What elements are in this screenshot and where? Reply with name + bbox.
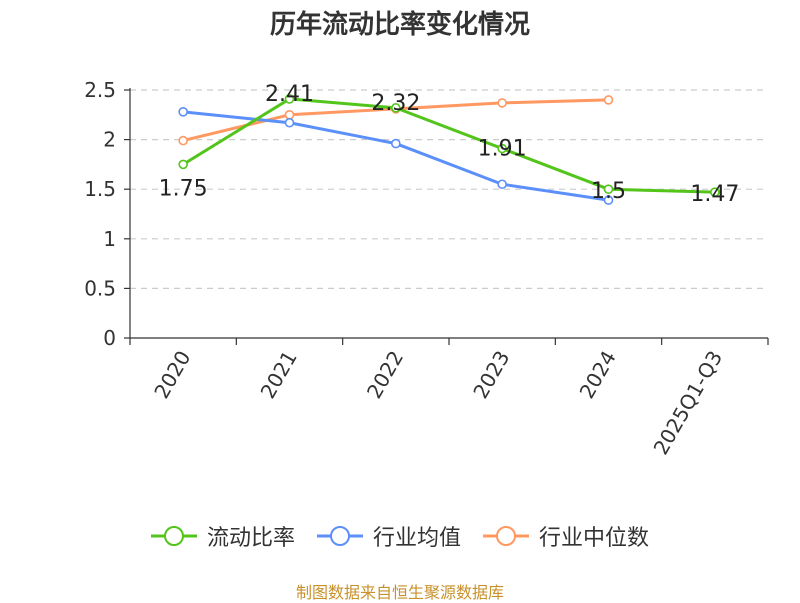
line-chart: 0 0.5 1 1.5 2 2.5 2020 2021 2022 2023 2024 2025Q1-Q…: [84, 78, 769, 459]
legend-item-industry-median[interactable]: 行业中位数: [483, 520, 649, 552]
data-point: [178, 107, 188, 117]
data-point: [497, 98, 507, 108]
data-point: [178, 135, 188, 146]
chart-title: 历年流动比率变化情况: [269, 10, 530, 40]
data-label: 2.41: [265, 82, 314, 107]
x-tick-label: 2020: [149, 347, 195, 403]
y-tick-label: 2.5: [84, 78, 116, 102]
data-label: 2.32: [371, 91, 420, 116]
data-point: [391, 138, 401, 149]
data-point: [284, 94, 295, 104]
source-note: 制图数据来自恒生聚源数据库: [295, 583, 504, 602]
data-label: 1.5: [591, 179, 626, 204]
legend-label: 流动比率: [206, 526, 295, 551]
data-point: [391, 103, 401, 113]
legend-line-icon: [150, 526, 197, 546]
data-label: 1.75: [159, 176, 208, 201]
data-point: [710, 187, 720, 197]
x-tick-label: 2025Q1-Q3: [648, 347, 727, 459]
x-tick-label: 2021: [256, 347, 302, 403]
data-label: 1.91: [478, 137, 527, 162]
series-line-0: [182, 97, 715, 194]
legend-label: 行业中位数: [539, 526, 650, 551]
y-tick-label: 0: [103, 326, 116, 350]
x-tick-label: 2022: [362, 347, 408, 403]
data-label: 1.47: [690, 182, 739, 207]
data-point: [497, 143, 507, 154]
axes: 0 0.5 1 1.5 2 2.5 2020 2021 2022 2023 2024 2025Q1-Q…: [84, 78, 769, 459]
legend-line-icon: [316, 526, 363, 546]
data-point: [284, 110, 295, 120]
data-point: [284, 117, 295, 128]
x-tick-label: 2024: [575, 347, 621, 403]
x-tick-label: 2023: [468, 346, 514, 402]
grid-lines: [130, 89, 768, 289]
legend-line-icon: [483, 526, 529, 546]
y-tick-label: 1.5: [84, 177, 116, 201]
data-point: [178, 159, 188, 170]
data-point: [603, 95, 614, 105]
legend-item-current-ratio[interactable]: 流动比率: [150, 520, 295, 552]
legend-label: 行业均值: [372, 526, 461, 551]
y-tick-label: 2: [103, 128, 116, 152]
y-tick-label: 1: [103, 227, 116, 251]
data-point: [603, 184, 614, 194]
y-tick-label: 0.5: [84, 276, 116, 300]
legend: 流动比率 行业均值 行业中位数: [0, 520, 800, 552]
series: [178, 94, 720, 205]
data-labels: 1.75 2.41 2.32 1.91 1.5 1.47: [159, 82, 740, 207]
data-point: [497, 179, 507, 190]
legend-item-industry-mean[interactable]: 行业均值: [316, 520, 461, 552]
data-point: [603, 195, 614, 205]
